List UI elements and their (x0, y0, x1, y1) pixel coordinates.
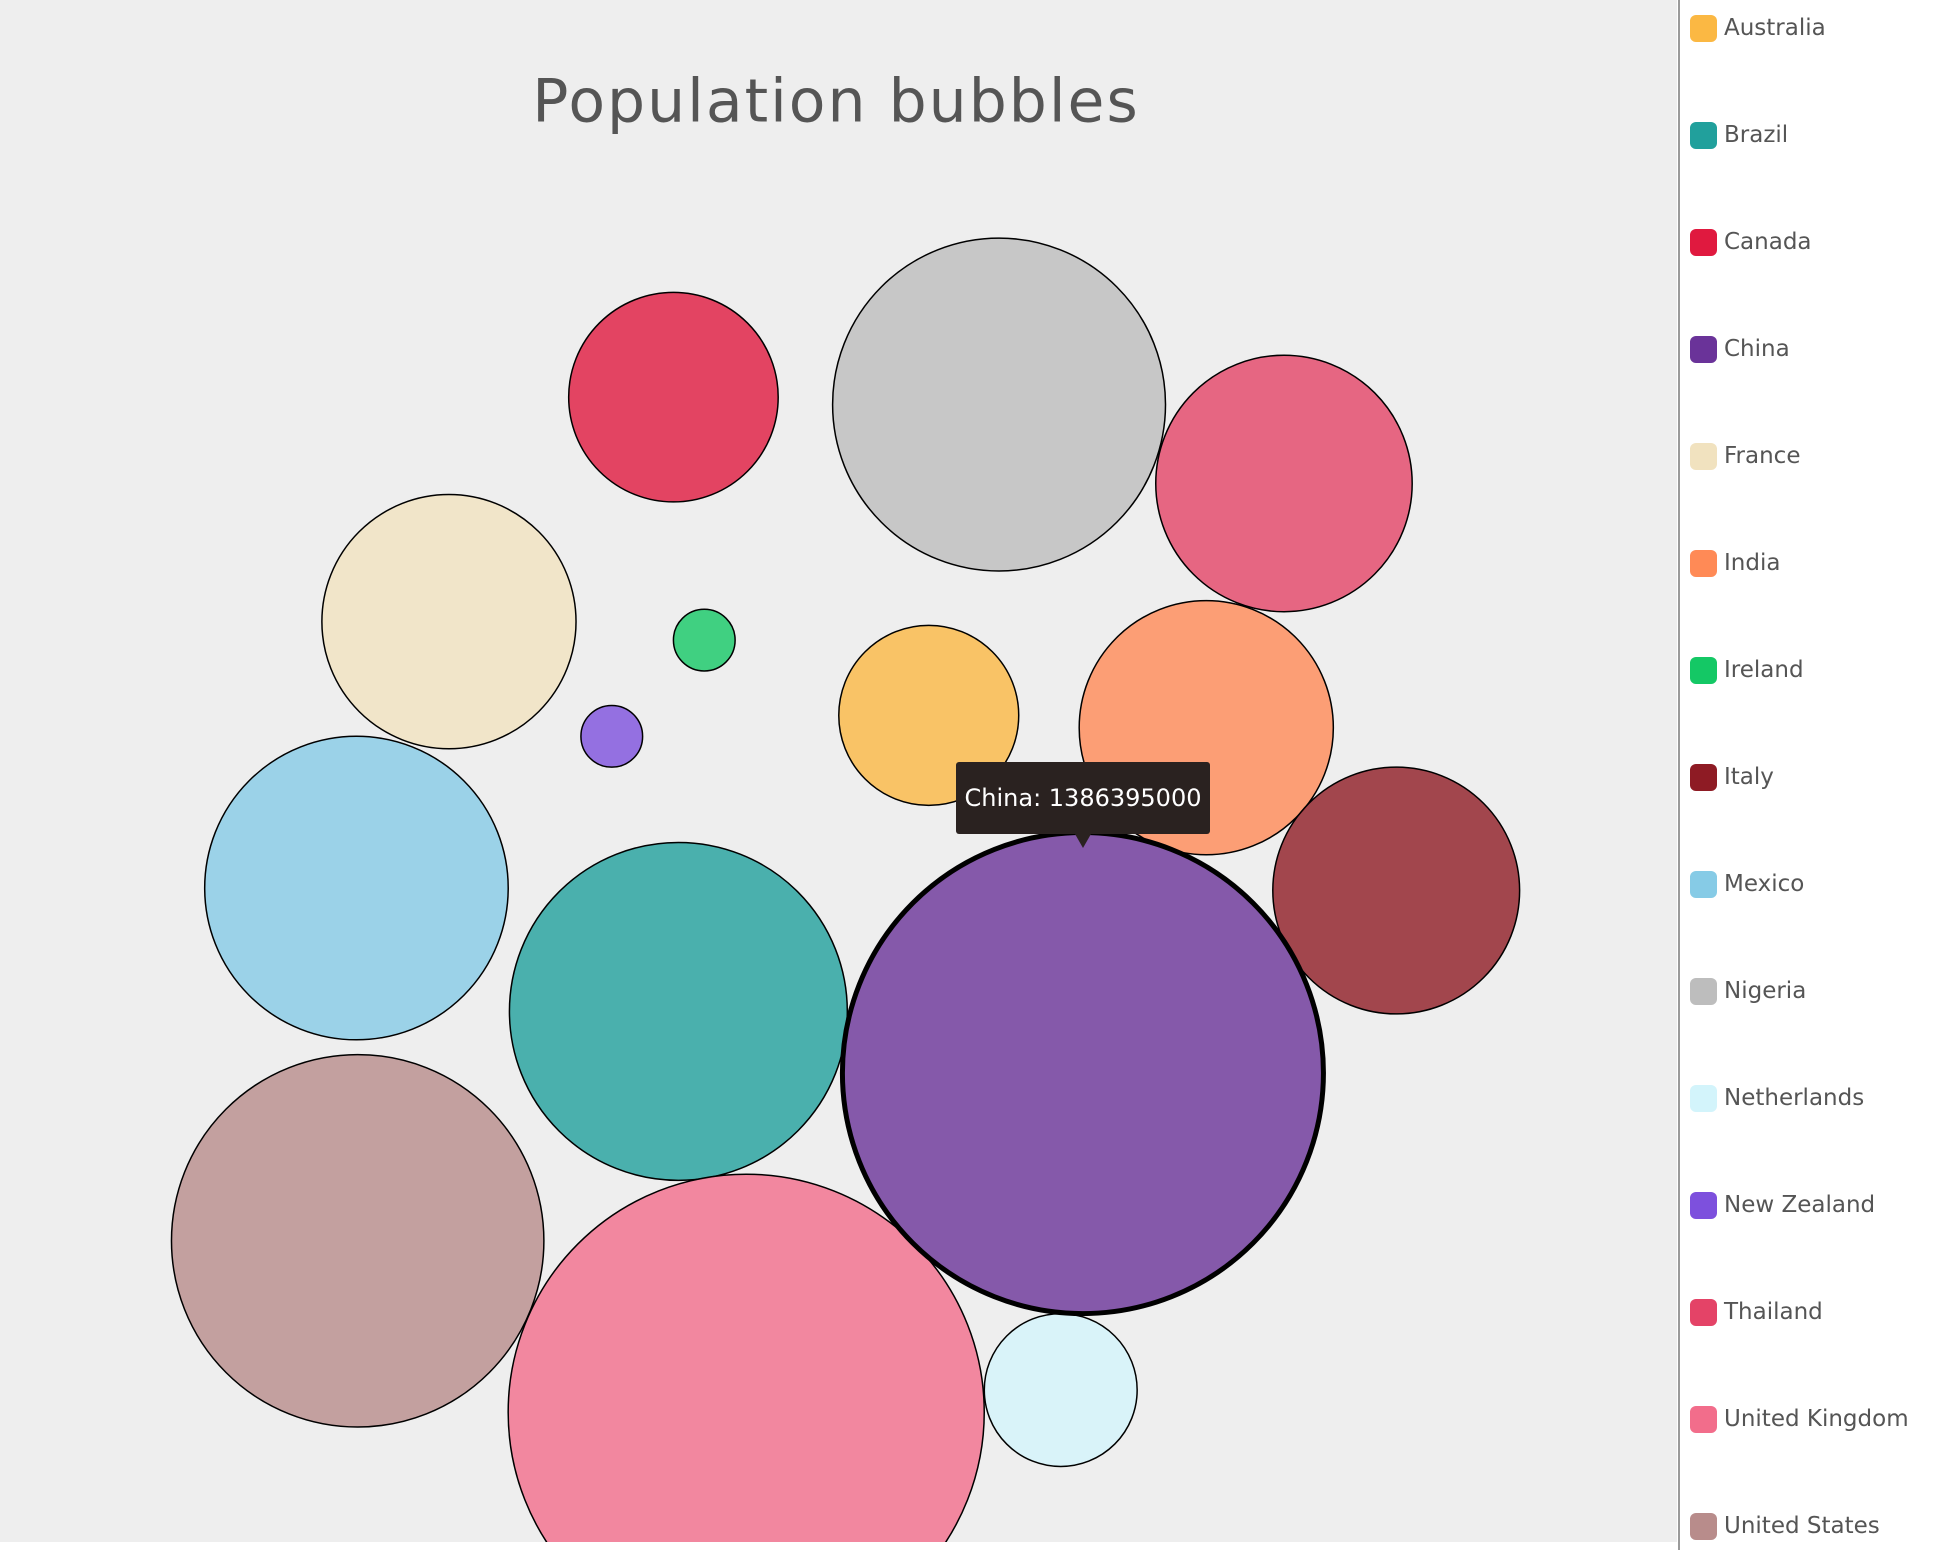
tooltip: China: 1386395000 (956, 762, 1210, 848)
bubble[interactable] (1272, 766, 1521, 1015)
legend-swatch (1690, 14, 1717, 42)
legend-label: Brazil (1724, 122, 1789, 148)
bubble[interactable] (567, 291, 779, 503)
legend-swatch (1690, 1084, 1717, 1112)
bubble[interactable] (580, 704, 644, 768)
legend-item[interactable]: Nigeria (1690, 976, 1806, 1006)
bubble[interactable] (672, 608, 736, 672)
chart: Population bubbles China: 1386395000 (0, 0, 1677, 1542)
legend-label: United Kingdom (1724, 1406, 1909, 1432)
legend-label: New Zealand (1724, 1192, 1876, 1218)
bubble[interactable] (507, 1173, 985, 1542)
legend-swatch (1690, 1191, 1717, 1219)
bubble-highlighted[interactable] (839, 830, 1326, 1317)
chart-title: Population bubbles (532, 67, 1139, 137)
tooltip-arrow (1075, 834, 1091, 848)
legend-swatch (1690, 763, 1717, 791)
bubble[interactable] (838, 624, 1020, 807)
legend-swatch (1690, 549, 1717, 577)
tooltip-box (956, 762, 1210, 834)
legend-swatch (1690, 870, 1717, 898)
legend-swatch (1690, 335, 1717, 363)
legend-item[interactable]: Mexico (1690, 869, 1804, 899)
legend-label: Netherlands (1724, 1085, 1865, 1111)
legend-item[interactable]: Brazil (1690, 120, 1788, 150)
legend-item[interactable]: United Kingdom (1690, 1404, 1909, 1434)
legend-label: Ireland (1724, 657, 1804, 683)
legend-item[interactable]: France (1690, 441, 1800, 471)
legend-swatch (1690, 121, 1717, 149)
legend-label: Canada (1724, 229, 1812, 255)
bubble[interactable] (983, 1312, 1138, 1468)
legend-label: India (1724, 550, 1781, 576)
legend-label: Mexico (1724, 871, 1805, 897)
legend-swatch (1690, 656, 1717, 684)
legend-item[interactable]: Netherlands (1690, 1083, 1864, 1113)
bubble[interactable] (170, 1053, 545, 1428)
tooltip-text: China: 1386395000 (965, 784, 1202, 812)
legend-swatch (1690, 1405, 1717, 1433)
bubble[interactable] (1155, 354, 1413, 613)
legend-item[interactable]: New Zealand (1690, 1190, 1875, 1220)
legend-item[interactable]: Ireland (1690, 655, 1804, 685)
legend-item[interactable]: Canada (1690, 227, 1812, 257)
legend-swatch (1690, 1512, 1717, 1540)
legend-item[interactable]: India (1690, 548, 1780, 578)
legend-label: Nigeria (1724, 978, 1807, 1004)
legend-item[interactable]: United States (1690, 1511, 1880, 1541)
legend-item[interactable]: Australia (1690, 13, 1826, 43)
bubble[interactable] (321, 493, 577, 750)
legend-item[interactable]: China (1690, 334, 1790, 364)
legend-label: Italy (1724, 764, 1774, 790)
legend-swatch (1690, 1298, 1717, 1326)
legend-label: United States (1724, 1513, 1880, 1539)
bubble[interactable] (203, 735, 509, 1041)
bubble[interactable] (831, 237, 1167, 572)
legend-item[interactable]: Thailand (1690, 1297, 1823, 1327)
legend: Australia Brazil Canada China France India Ire… (1678, 0, 1934, 1550)
legend-item[interactable]: Italy (1690, 762, 1774, 792)
bubble[interactable] (508, 841, 849, 1182)
legend-label: China (1724, 336, 1790, 362)
legend-label: France (1724, 443, 1801, 469)
legend-swatch (1690, 228, 1717, 256)
legend-label: Thailand (1724, 1299, 1823, 1325)
legend-label: Australia (1724, 15, 1826, 41)
legend-swatch (1690, 442, 1717, 470)
legend-swatch (1690, 977, 1717, 1005)
